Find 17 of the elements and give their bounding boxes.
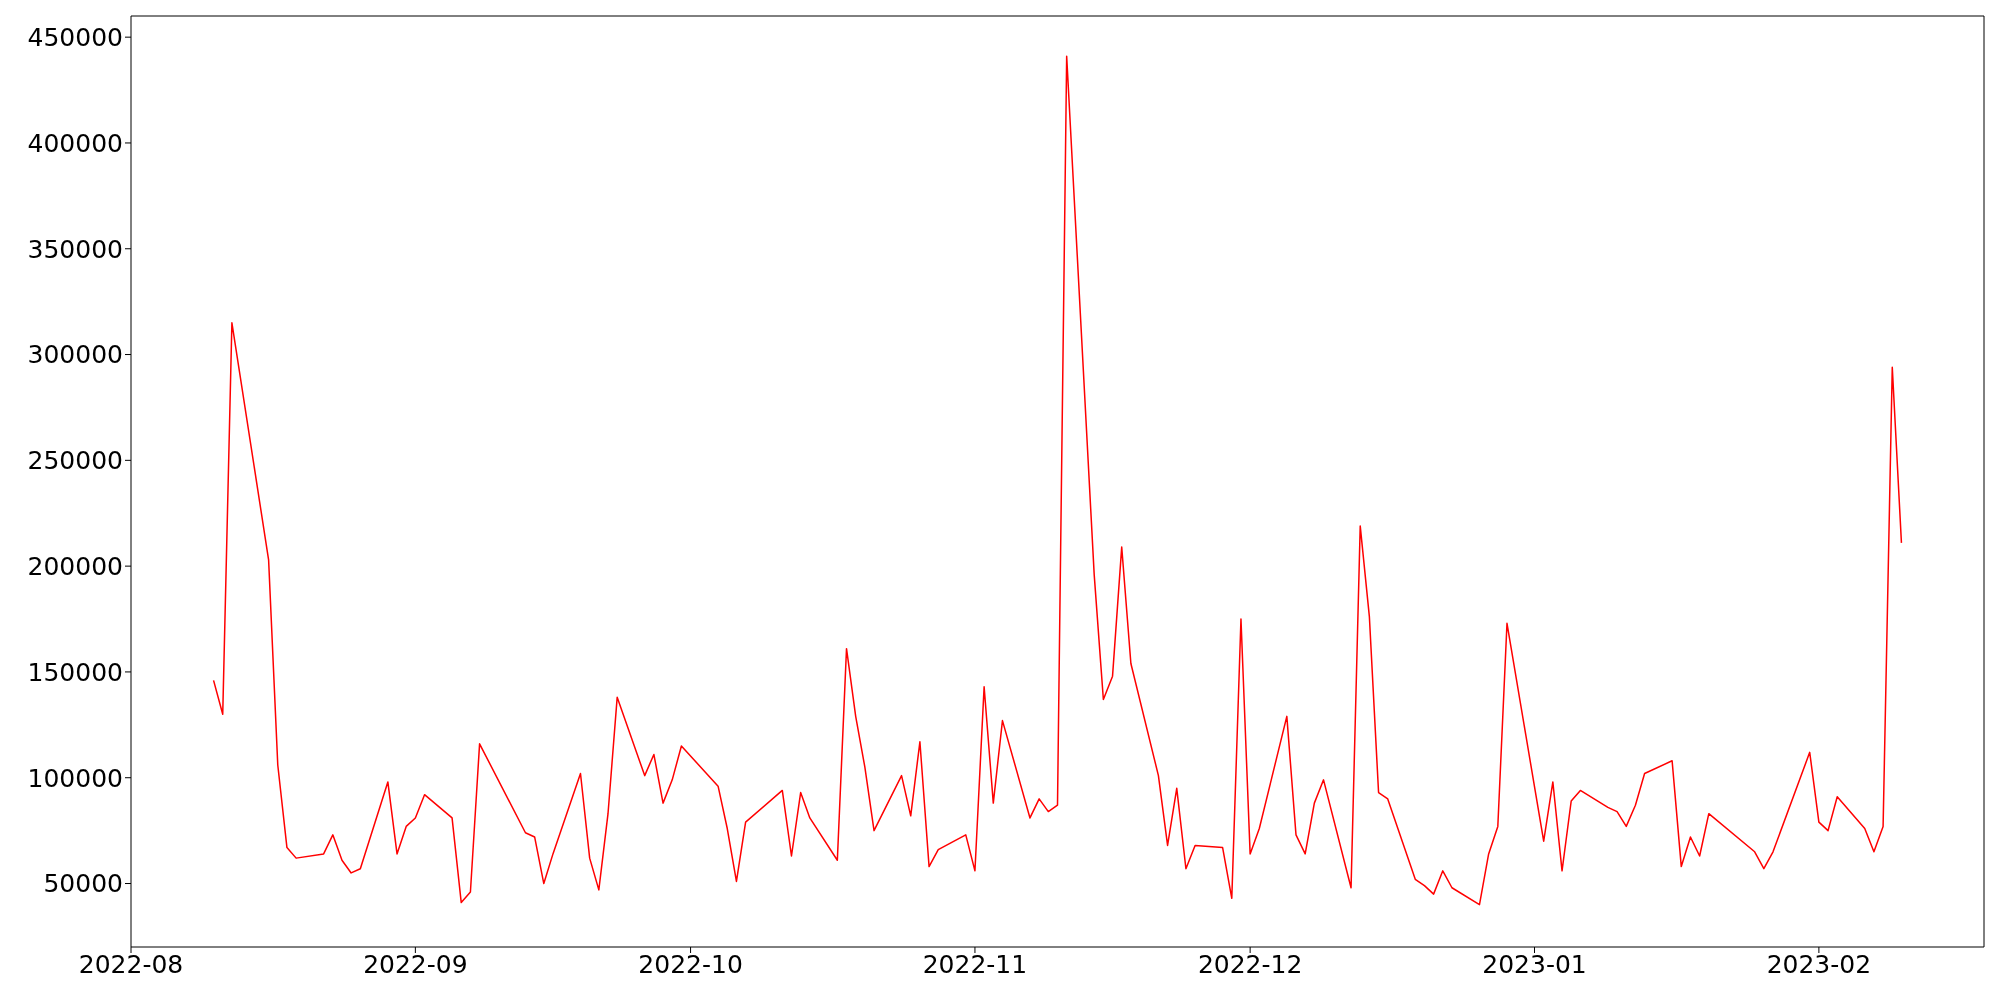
y-tick-label: 300000 — [27, 340, 123, 370]
x-tick-label: 2023-02 — [1766, 949, 1872, 979]
x-tick-label: 2022-11 — [922, 949, 1028, 979]
y-tick-label: 250000 — [27, 446, 123, 476]
x-tick-label: 2022-08 — [78, 949, 184, 979]
x-tick-label: 2023-01 — [1482, 949, 1587, 979]
y-tick-label: 200000 — [27, 552, 123, 582]
x-tick-label: 2022-09 — [363, 949, 468, 979]
y-tick-label: 100000 — [27, 763, 123, 793]
y-tick-label: 450000 — [27, 23, 123, 53]
y-tick-label: 50000 — [43, 869, 123, 899]
y-tick-label: 400000 — [27, 128, 123, 158]
x-tick-label: 2022-10 — [638, 949, 743, 979]
x-tick-label: 2022-12 — [1197, 949, 1303, 979]
line-series — [212, 55, 1903, 906]
y-tick-label: 150000 — [27, 657, 123, 687]
y-tick-label: 350000 — [27, 234, 123, 264]
